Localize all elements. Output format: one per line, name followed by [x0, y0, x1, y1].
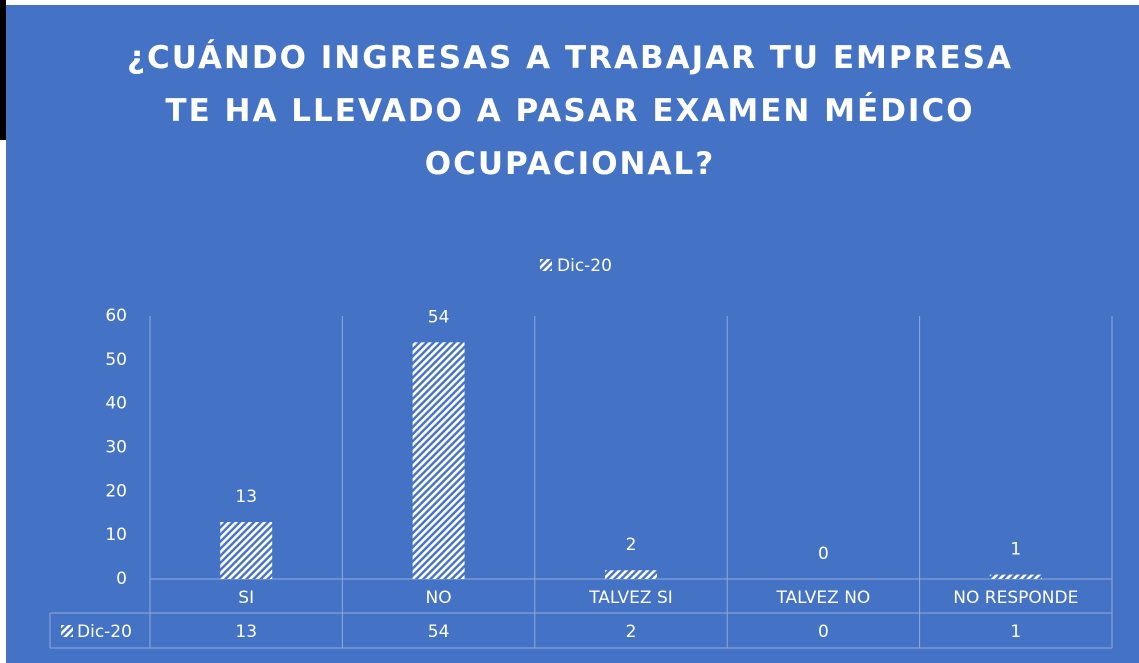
y-tick-label: 30 [105, 438, 127, 458]
data-label: 0 [818, 544, 829, 564]
bar [605, 570, 657, 579]
table-value: 0 [818, 622, 829, 642]
x-tick-label: TALVEZ NO [775, 588, 870, 608]
y-tick-label: 20 [105, 481, 127, 501]
y-tick-label: 60 [105, 306, 127, 326]
table-value: 1 [1010, 622, 1021, 642]
table-value: 2 [626, 622, 637, 642]
y-tick-label: 50 [105, 350, 127, 370]
y-tick-label: 10 [105, 525, 127, 545]
bar [220, 522, 273, 579]
y-tick-label: 40 [105, 394, 127, 414]
chart-background [6, 5, 1139, 663]
legend-swatch [540, 259, 552, 271]
x-tick-label: SI [238, 588, 254, 608]
legend-label: Dic-20 [557, 256, 612, 276]
x-tick-label: TALVEZ SI [588, 588, 673, 608]
data-label: 1 [1010, 540, 1021, 560]
x-tick-label: NO RESPONDE [953, 588, 1078, 608]
bar [989, 574, 1042, 579]
chart-title: ¿CUÁNDO INGRESAS A TRABAJAR TU EMPRESA T… [127, 40, 1013, 182]
table-swatch [61, 625, 73, 637]
x-tick-label: NO [426, 588, 452, 608]
table-value: 54 [428, 622, 450, 642]
bar [412, 342, 465, 579]
edge [0, 0, 6, 140]
table-series-name: Dic-20 [77, 622, 132, 642]
data-label: 13 [235, 487, 257, 507]
data-label: 54 [428, 307, 450, 327]
y-tick-label: 0 [116, 569, 127, 589]
data-label: 2 [626, 535, 637, 555]
table-value: 13 [235, 622, 257, 642]
